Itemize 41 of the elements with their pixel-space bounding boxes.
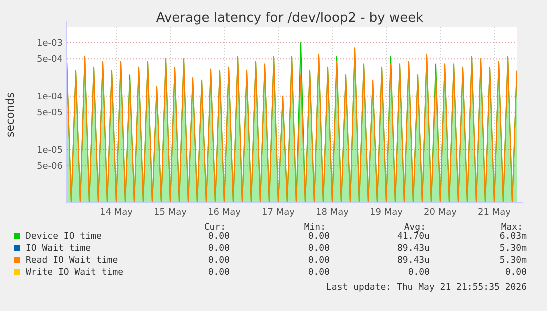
text: 0.00 bbox=[308, 268, 330, 278]
x-tick-label: 19 May bbox=[370, 208, 404, 218]
text: 0.00 bbox=[208, 256, 230, 266]
y-tick-label: 1e-04 bbox=[37, 92, 64, 103]
text: 6.03m bbox=[500, 232, 527, 242]
x-tick-label: 16 May bbox=[208, 208, 242, 218]
text: 0.00 bbox=[308, 256, 330, 266]
x-tick-label: 17 May bbox=[262, 208, 296, 218]
text: 89.43u bbox=[397, 244, 430, 254]
legend-label: Write IO Wait time bbox=[26, 268, 124, 278]
y-tick-label: 5e-04 bbox=[37, 55, 64, 66]
text: Min: bbox=[304, 223, 326, 233]
text: 0.00 bbox=[505, 268, 527, 278]
text: 5.30m bbox=[500, 244, 527, 254]
text: Max: bbox=[501, 223, 523, 233]
text: 0.00 bbox=[308, 232, 330, 242]
chart-title: Average latency for /dev/loop2 - by week bbox=[156, 11, 424, 26]
y-tick-label: 1e-03 bbox=[37, 39, 63, 50]
x-tick-label: 15 May bbox=[154, 208, 188, 218]
text: 0.00 bbox=[208, 268, 230, 278]
text: 89.43u bbox=[397, 256, 430, 266]
text: Last update: Thu May 21 21:55:35 2026 bbox=[326, 283, 527, 293]
text: 0.00 bbox=[208, 244, 230, 254]
legend-label: IO Wait time bbox=[26, 244, 92, 254]
text: 5.30m bbox=[500, 256, 527, 266]
text: Avg: bbox=[404, 223, 426, 233]
y-tick-label: 5e-05 bbox=[37, 108, 63, 119]
x-tick-label: 20 May bbox=[424, 208, 458, 218]
legend-label: Device IO time bbox=[26, 232, 102, 242]
text: Cur: bbox=[204, 223, 226, 233]
x-tick-label: 18 May bbox=[316, 208, 350, 218]
text: 41.70u bbox=[397, 232, 430, 242]
y-axis-title: seconds bbox=[4, 92, 17, 138]
y-tick-label: 5e-06 bbox=[37, 162, 64, 172]
text: 0.00 bbox=[308, 244, 330, 254]
text: 0.00 bbox=[408, 268, 430, 278]
text: 0.00 bbox=[208, 232, 230, 242]
x-tick-label: 21 May bbox=[478, 208, 512, 218]
y-tick-label: 1e-05 bbox=[37, 146, 63, 156]
x-tick-label: 14 May bbox=[100, 208, 134, 218]
legend-label: Read IO Wait time bbox=[26, 256, 118, 266]
